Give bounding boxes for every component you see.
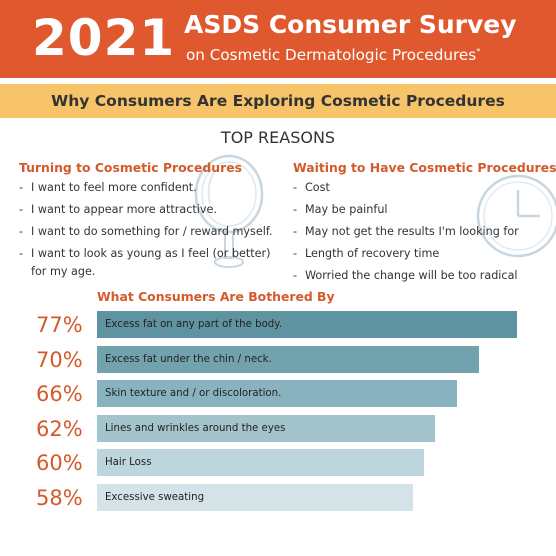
survey-subtitle-text: on Cosmetic Dermatologic Procedures bbox=[186, 46, 477, 64]
list-item: Length of recovery time bbox=[293, 245, 553, 263]
list-item: I want to feel more confident. bbox=[19, 179, 289, 197]
bar-category-label: Excessive sweating bbox=[105, 491, 205, 503]
list-item: May not get the results I'm looking for bbox=[293, 223, 553, 241]
section-title: Why Consumers Are Exploring Cosmetic Pro… bbox=[51, 92, 505, 110]
bar: Skin texture and / or discoloration. bbox=[97, 380, 457, 407]
survey-subtitle-mark: * bbox=[476, 47, 481, 56]
list-item: I want to do something for / reward myse… bbox=[19, 223, 289, 241]
bar: Excessive sweating bbox=[97, 483, 414, 511]
bar-value-label: 70% bbox=[36, 347, 83, 372]
header-banner bbox=[0, 0, 556, 78]
bar-value-label: 60% bbox=[36, 451, 83, 475]
bar-row: 60% Hair Loss bbox=[0, 448, 556, 478]
top-reasons-heading: TOP REASONS bbox=[220, 128, 336, 147]
bar-row: 77% Excess fat on any part of the body. bbox=[0, 310, 556, 340]
bar: Excess fat on any part of the body. bbox=[97, 311, 517, 338]
bar: Lines and wrinkles around the eyes bbox=[97, 414, 436, 442]
list-item: I want to look as young as I feel (or be… bbox=[19, 245, 281, 281]
survey-title: ASDS Consumer Survey bbox=[184, 10, 517, 39]
survey-year: 2021 bbox=[32, 9, 176, 67]
list-item: May be painful bbox=[293, 201, 553, 219]
waiting-list: Cost May be painful May not get the resu… bbox=[293, 179, 553, 289]
list-item: I want to appear more attractive. bbox=[19, 201, 289, 219]
bar-value-label: 58% bbox=[36, 485, 83, 510]
bar-row: 62% Lines and wrinkles around the eyes bbox=[0, 414, 556, 444]
list-item: Cost bbox=[293, 179, 553, 197]
waiting-heading: Waiting to Have Cosmetic Procedures bbox=[293, 160, 556, 175]
bar-category-label: Lines and wrinkles around the eyes bbox=[105, 422, 286, 434]
bar: Excess fat under the chin / neck. bbox=[97, 345, 479, 373]
bar-category-label: Hair Loss bbox=[105, 457, 152, 468]
bar-row: 70% Excess fat under the chin / neck. bbox=[0, 345, 556, 375]
bar-value-label: 77% bbox=[36, 313, 83, 337]
bar-category-label: Skin texture and / or discoloration. bbox=[105, 388, 282, 399]
section-strip bbox=[0, 84, 556, 118]
bar: Hair Loss bbox=[97, 449, 425, 476]
turning-heading: Turning to Cosmetic Procedures bbox=[19, 160, 243, 175]
list-item: Worried the change will be too radical bbox=[293, 267, 553, 285]
bar-value-label: 62% bbox=[36, 416, 83, 441]
survey-subtitle: on Cosmetic Dermatologic Procedures* bbox=[186, 42, 480, 65]
bar-row: 66% Skin texture and / or discoloration. bbox=[0, 379, 556, 409]
bar-value-label: 66% bbox=[36, 382, 83, 406]
bar-category-label: Excess fat on any part of the body. bbox=[105, 319, 283, 330]
bar-row: 58% Excessive sweating bbox=[0, 483, 556, 513]
chart-title: What Consumers Are Bothered By bbox=[97, 289, 335, 304]
turning-list: I want to feel more confident. I want to… bbox=[19, 179, 289, 285]
bar-category-label: Excess fat under the chin / neck. bbox=[105, 353, 272, 365]
